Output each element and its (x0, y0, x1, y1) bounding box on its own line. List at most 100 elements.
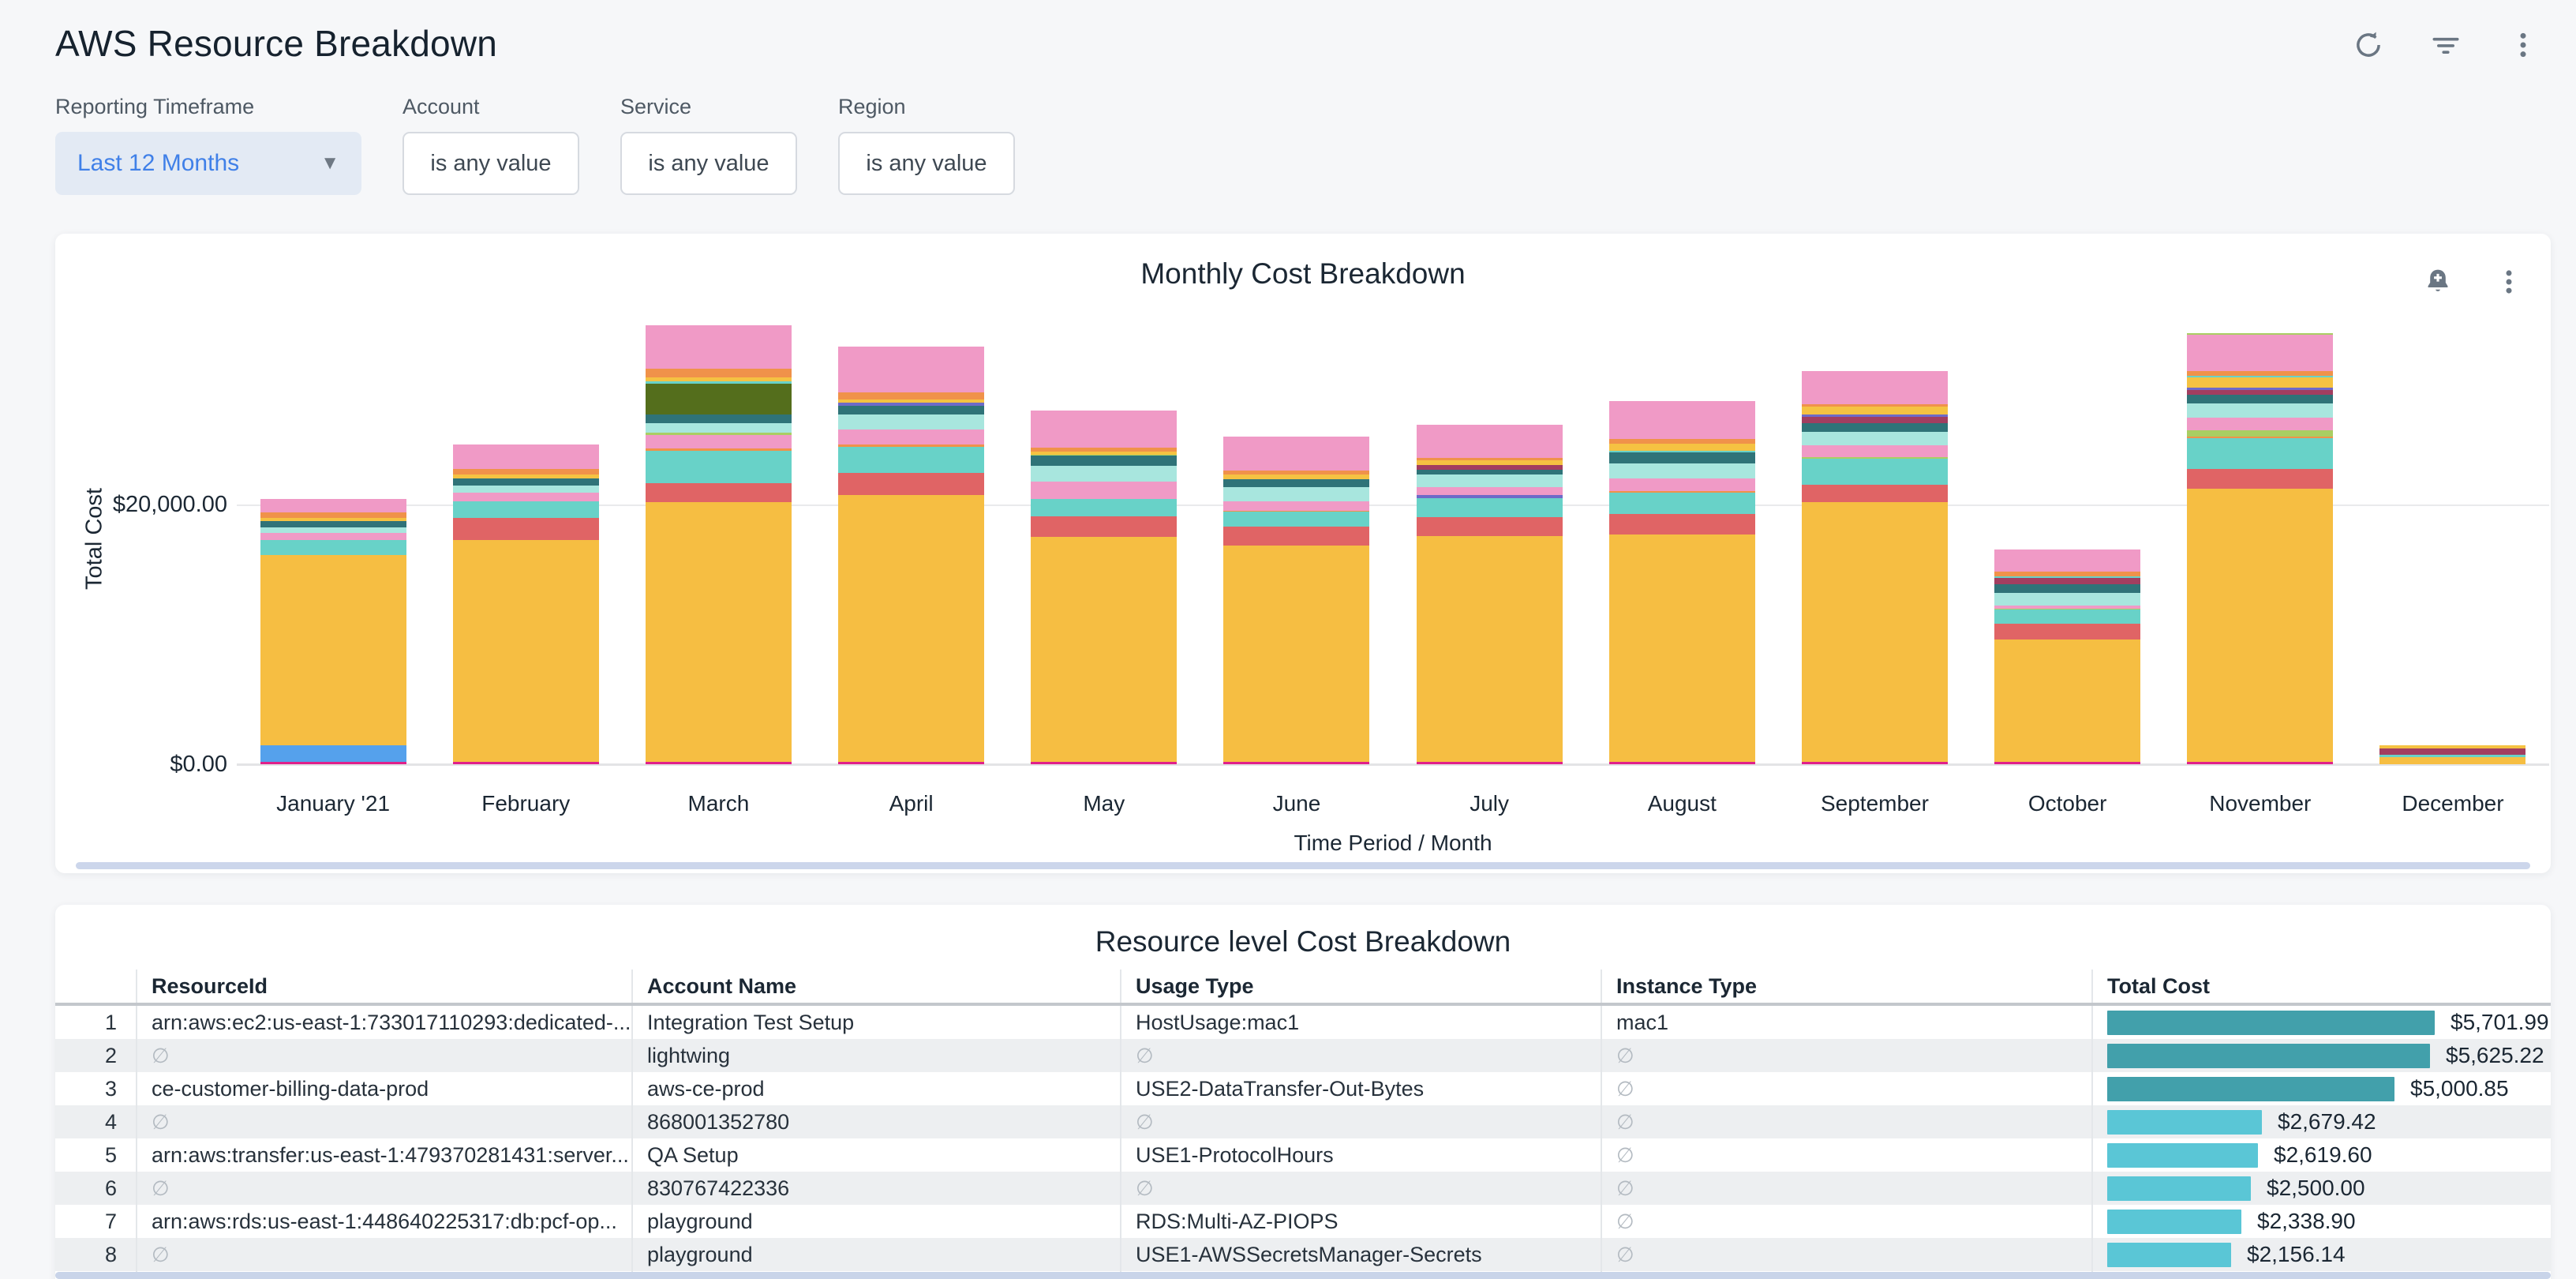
bar-segment-teal[interactable] (2187, 375, 2334, 378)
bar-segment-orange[interactable] (645, 448, 792, 452)
bar-segment-coral[interactable] (1801, 485, 1948, 503)
bar-segment-darkteal[interactable] (645, 414, 792, 424)
bar-segment-amber[interactable] (1031, 537, 1178, 763)
bar-segment-amber[interactable] (1608, 534, 1755, 763)
bar-segment-coral[interactable] (1223, 527, 1370, 546)
stacked-bar-August[interactable] (1608, 401, 1755, 764)
stacked-bar-April[interactable] (838, 346, 985, 764)
bar-segment-coral[interactable] (1416, 517, 1563, 537)
stacked-bar-November[interactable] (2187, 332, 2334, 764)
bar-segment-gold[interactable] (645, 377, 792, 382)
bar-segment-orange[interactable] (260, 512, 406, 518)
bar-segment-orange[interactable] (1223, 510, 1370, 512)
stacked-bar-December[interactable] (2379, 745, 2526, 764)
bar-segment-amber[interactable] (1223, 546, 1370, 763)
bar-segment-darkteal[interactable] (838, 406, 985, 414)
bar-segment-pink[interactable] (1994, 549, 2141, 572)
bar-segment-darkteal[interactable] (1994, 584, 2141, 593)
bar-segment-gold[interactable] (838, 399, 985, 403)
account-filter-button[interactable]: is any value (402, 132, 579, 195)
bar-segment-magenta[interactable] (645, 762, 792, 764)
bar-segment-lime[interactable] (645, 433, 792, 436)
bar-segment-blue[interactable] (260, 745, 406, 763)
bar-segment-lime[interactable] (1801, 457, 1948, 459)
bar-segment-maroon[interactable] (1416, 464, 1563, 471)
bar-segment-teal[interactable] (1801, 459, 1948, 486)
bar-segment-cyanlight[interactable] (1608, 463, 1755, 479)
bar-segment-pink[interactable] (1608, 478, 1755, 492)
bar-segment-purple[interactable] (1801, 414, 1948, 418)
bar-segment-coral[interactable] (2187, 468, 2334, 489)
bar-segment-maroon[interactable] (1801, 417, 1948, 423)
bar-segment-teal[interactable] (838, 446, 985, 474)
chart-horizontal-scrollbar[interactable] (76, 862, 2530, 869)
bar-segment-pink[interactable] (452, 492, 599, 502)
bar-segment-orange[interactable] (1608, 491, 1755, 493)
bar-segment-orange[interactable] (1608, 438, 1755, 444)
bar-segment-orange[interactable] (2187, 437, 2334, 439)
bar-segment-amber[interactable] (838, 495, 985, 763)
bar-segment-maroon[interactable] (2379, 748, 2526, 756)
bar-segment-darkteal[interactable] (2187, 395, 2334, 404)
bar-segment-gold[interactable] (1801, 407, 1948, 415)
bar-segment-orange[interactable] (1031, 447, 1178, 452)
bar-segment-pink[interactable] (838, 346, 985, 393)
bar-segment-teal[interactable] (2379, 755, 2526, 757)
bar-segment-teal[interactable] (645, 451, 792, 484)
bar-segment-purple[interactable] (838, 403, 985, 407)
bar-segment-pink[interactable] (1416, 487, 1563, 496)
bar-segment-lime[interactable] (1994, 608, 2141, 610)
bar-segment-orange[interactable] (2187, 371, 2334, 376)
bar-segment-magenta[interactable] (1223, 762, 1370, 764)
bar-segment-teal[interactable] (1608, 451, 1755, 453)
bar-segment-orange[interactable] (645, 369, 792, 378)
bar-segment-magenta[interactable] (1801, 762, 1948, 764)
bar-segment-amber[interactable] (2187, 489, 2334, 763)
bar-segment-pink[interactable] (260, 498, 406, 513)
bar-segment-magenta[interactable] (1608, 762, 1755, 764)
bar-segment-cyanlight[interactable] (452, 486, 599, 493)
bar-segment-orange[interactable] (1801, 403, 1948, 407)
bar-segment-cyanlight[interactable] (1801, 432, 1948, 446)
bar-segment-pink[interactable] (1223, 436, 1370, 471)
bar-segment-cyanlight[interactable] (1994, 592, 2141, 606)
bar-segment-cyanlight[interactable] (1223, 487, 1370, 501)
bar-segment-gold[interactable] (1416, 459, 1563, 465)
stacked-bar-January '21[interactable] (260, 498, 406, 764)
bar-segment-darkteal[interactable] (1223, 479, 1370, 488)
bar-segment-cyanlight[interactable] (645, 423, 792, 433)
bar-segment-gold[interactable] (1031, 452, 1178, 455)
bar-segment-maroon[interactable] (2187, 389, 2334, 396)
bar-segment-magenta[interactable] (260, 762, 406, 764)
bar-segment-purple[interactable] (2187, 388, 2334, 390)
bar-segment-pink[interactable] (1801, 371, 1948, 404)
bar-segment-pink[interactable] (1031, 411, 1178, 448)
bar-segment-coral[interactable] (1994, 624, 2141, 640)
bar-segment-teal[interactable] (1994, 576, 2141, 579)
bell-plus-icon[interactable] (2420, 264, 2456, 300)
bar-segment-gold[interactable] (1608, 444, 1755, 452)
bar-segment-pink[interactable] (645, 324, 792, 369)
bar-segment-olive[interactable] (645, 384, 792, 415)
bar-segment-gold[interactable] (452, 474, 599, 479)
service-filter-button[interactable]: is any value (620, 132, 797, 195)
bar-segment-lime[interactable] (1031, 454, 1178, 456)
bar-segment-orange[interactable] (1223, 470, 1370, 475)
bar-segment-cyanlight[interactable] (1416, 474, 1563, 488)
filter-icon[interactable] (2428, 27, 2464, 63)
bar-segment-amber[interactable] (2379, 756, 2526, 764)
bar-segment-amber[interactable] (1994, 640, 2141, 763)
bar-segment-pink[interactable] (1416, 424, 1563, 458)
bar-segment-magenta[interactable] (1416, 762, 1563, 764)
bar-segment-amber[interactable] (452, 540, 599, 763)
stacked-bar-June[interactable] (1223, 436, 1370, 764)
bar-segment-pink[interactable] (645, 435, 792, 449)
bar-segment-purple[interactable] (1416, 495, 1563, 498)
bar-segment-orange[interactable] (1994, 571, 2141, 577)
col-header-resource-id[interactable]: ResourceId (136, 970, 631, 1003)
bar-segment-gold[interactable] (2379, 745, 2526, 749)
col-header-instance-type[interactable]: Instance Type (1601, 970, 2091, 1003)
bar-segment-pink[interactable] (838, 429, 985, 445)
bar-segment-pink[interactable] (1031, 482, 1178, 500)
col-header-usage-type[interactable]: Usage Type (1120, 970, 1601, 1003)
